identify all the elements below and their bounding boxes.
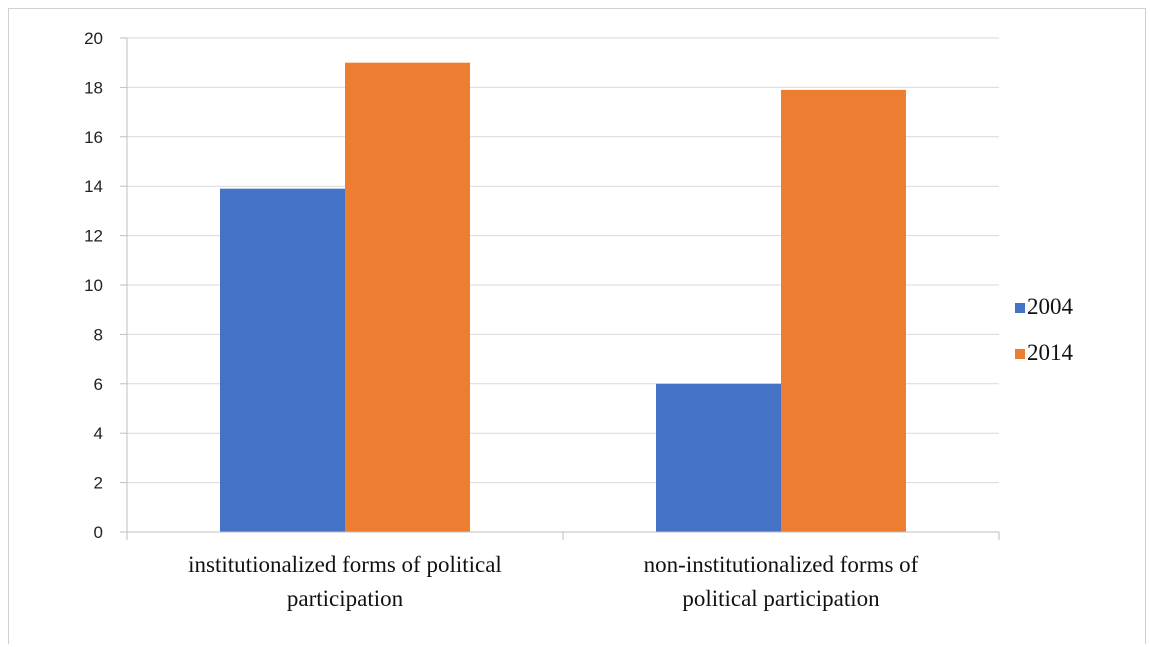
y-tick-label: 2 [94, 474, 103, 493]
y-tick-label: 14 [84, 177, 103, 196]
y-tick-label: 4 [94, 424, 103, 443]
bar-2004-0 [220, 188, 345, 533]
category-label: political participation [682, 586, 880, 611]
legend-label-2014: 2014 [1027, 340, 1074, 365]
y-tick-label: 8 [94, 325, 103, 344]
legend[interactable]: 2004 2014 [1015, 294, 1074, 365]
legend-swatch-2014 [1015, 349, 1025, 359]
y-tick-label: 12 [84, 227, 103, 246]
y-tick-label: 18 [84, 78, 103, 97]
x-axis-category-labels: institutionalized forms of political part… [188, 552, 918, 611]
bar-2014-1 [781, 89, 906, 533]
legend-label-2004: 2004 [1027, 294, 1074, 319]
category-label: institutionalized forms of political [188, 552, 502, 577]
bar-2004-1 [656, 383, 781, 532]
bar-2014-0 [345, 62, 470, 532]
y-tick-label: 20 [84, 29, 103, 48]
category-label: participation [287, 586, 404, 611]
y-tick-label: 16 [84, 128, 103, 147]
chart-frame [8, 8, 1146, 644]
y-tick-label: 0 [94, 523, 103, 542]
bars [220, 62, 906, 533]
y-tick-label: 10 [84, 276, 103, 295]
y-tick-label: 6 [94, 375, 103, 394]
y-axis-ticks: 0 2 4 6 8 10 12 14 16 18 20 [84, 29, 127, 542]
legend-swatch-2004 [1015, 303, 1025, 313]
category-label: non-institutionalized forms of [644, 552, 919, 577]
